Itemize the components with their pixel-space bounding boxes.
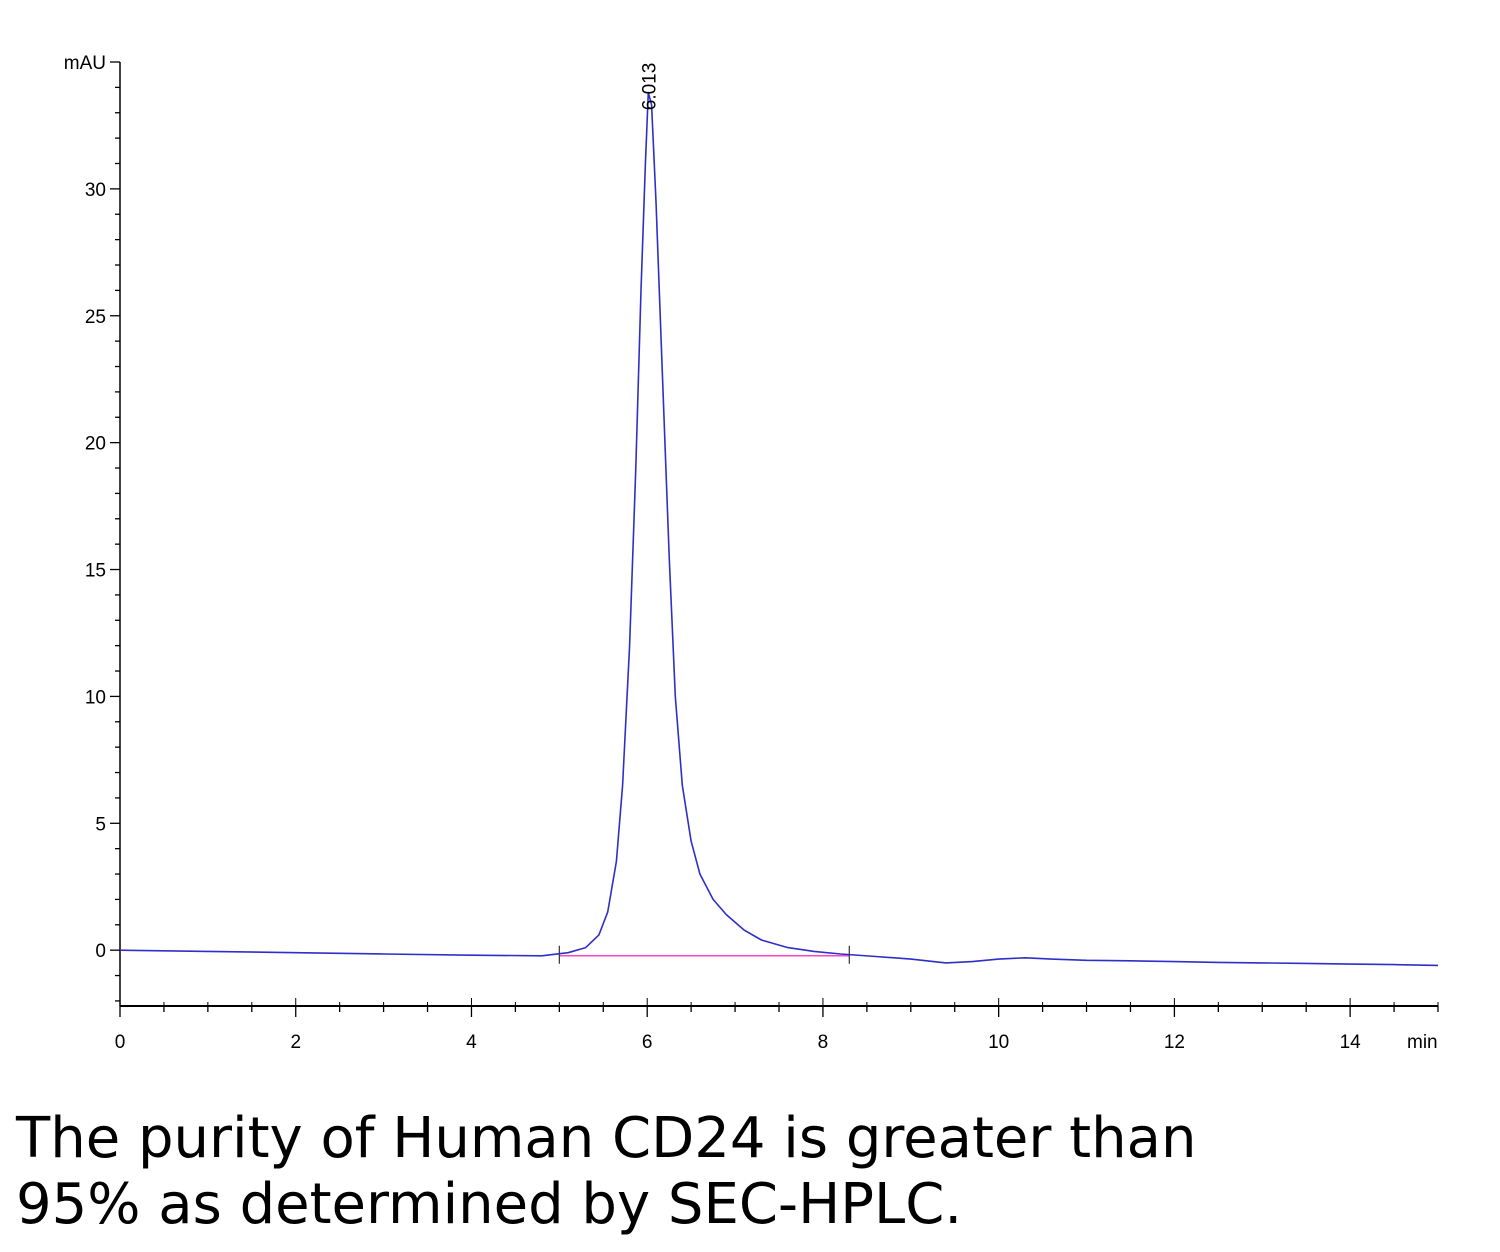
y-tick-label: 15 xyxy=(85,561,106,582)
chromatogram-trace xyxy=(119,91,1439,967)
y-axis-unit-label: mAU xyxy=(64,53,106,74)
y-tick-label: 20 xyxy=(85,434,106,455)
caption-line-2: 95% as determined by SEC-HPLC. xyxy=(16,1172,963,1237)
y-axis: 0 5 10 15 20 25 30 mAU xyxy=(64,53,121,1006)
y-tick-label: 0 xyxy=(95,941,106,962)
x-tick-label: 10 xyxy=(988,1032,1009,1053)
y-tick-label: 10 xyxy=(85,687,106,708)
caption-line-1: The purity of Human CD24 is greater than xyxy=(16,1106,1197,1171)
peak-retention-time-label: 6.013 xyxy=(639,63,660,111)
chromatogram-chart: 0 5 10 15 20 25 30 mAU 0 2 4 6 8 10 12 14 min 6.013 xyxy=(64,53,1439,1053)
caption: The purity of Human CD24 is greater than… xyxy=(16,1106,1416,1238)
x-tick-label: 2 xyxy=(290,1032,301,1053)
y-tick-label: 25 xyxy=(85,307,106,328)
x-tick-label: 14 xyxy=(1340,1032,1362,1053)
x-tick-label: 12 xyxy=(1164,1032,1185,1053)
x-tick-label: 8 xyxy=(818,1032,829,1053)
x-axis-unit-label: min xyxy=(1407,1032,1438,1053)
x-tick-label: 4 xyxy=(466,1032,477,1053)
y-tick-label: 30 xyxy=(85,180,106,201)
y-tick-label: 5 xyxy=(95,814,106,835)
x-tick-label: 0 xyxy=(115,1032,126,1053)
x-axis: 0 2 4 6 8 10 12 14 min xyxy=(115,998,1439,1053)
x-tick-label: 6 xyxy=(642,1032,653,1053)
